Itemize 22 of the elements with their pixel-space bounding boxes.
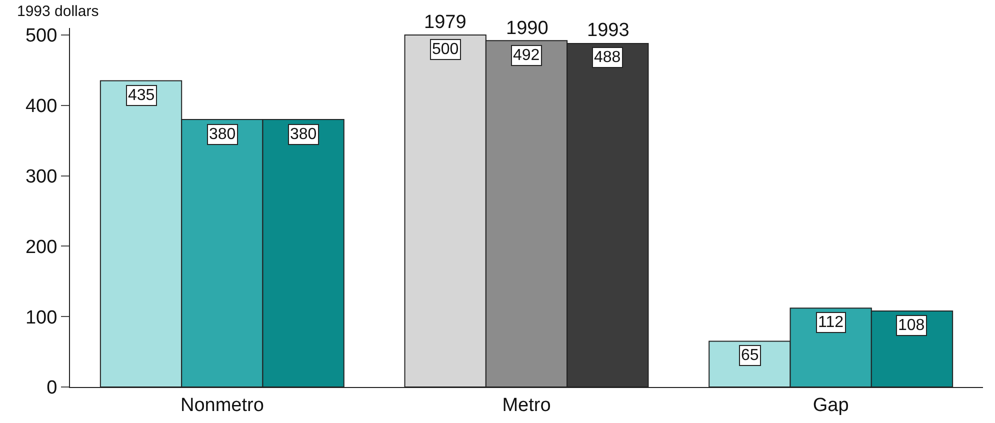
- y-tick-label: 500: [25, 26, 58, 47]
- x-tick-label: Metro: [502, 394, 551, 416]
- data-label: 500: [432, 41, 459, 58]
- series-label: 1990: [506, 18, 548, 39]
- y-tick-label: 400: [25, 96, 58, 118]
- series-label: 1993: [587, 20, 630, 41]
- y-axis-title: 1993 dollars: [17, 3, 99, 20]
- y-tick-label: 100: [25, 307, 58, 328]
- data-label: 112: [818, 314, 844, 331]
- data-label: 488: [594, 49, 621, 66]
- x-tick-label: Gap: [812, 394, 849, 416]
- series-label: 1979: [424, 12, 466, 33]
- data-label: 492: [513, 47, 540, 64]
- data-label: 108: [898, 317, 925, 334]
- data-label: 380: [290, 126, 317, 143]
- y-tick-label: 300: [25, 166, 58, 188]
- y-tick-label: 200: [25, 236, 58, 258]
- y-tick-label: 0: [46, 378, 58, 399]
- data-label: 65: [741, 347, 759, 364]
- x-tick-label: Nonmetro: [180, 394, 264, 416]
- data-label: 380: [209, 126, 236, 143]
- data-label: 435: [128, 87, 155, 104]
